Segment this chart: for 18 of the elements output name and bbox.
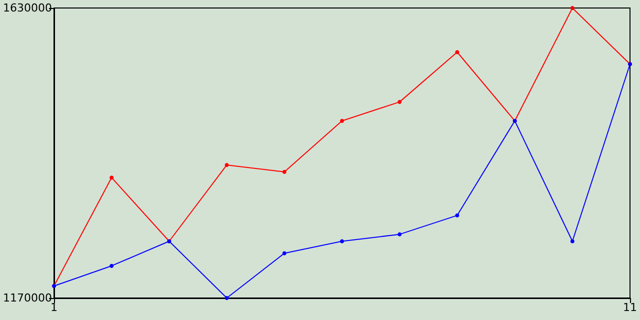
point (398, 232, 402, 236)
point (110, 176, 114, 180)
point (282, 170, 286, 174)
y-tick-label: 1630000 (2, 2, 52, 14)
point (455, 50, 460, 54)
point (282, 251, 286, 256)
point (340, 118, 344, 123)
point (224, 296, 229, 300)
point (110, 264, 114, 268)
point (224, 162, 229, 167)
point (340, 239, 344, 244)
point (455, 213, 460, 218)
point (398, 100, 402, 104)
x-tick-label: 1 (50, 301, 58, 314)
y-tick-label: 1170000 (2, 292, 52, 304)
point (570, 239, 574, 244)
point (570, 6, 574, 10)
x-tick-label: 11 (623, 301, 637, 314)
